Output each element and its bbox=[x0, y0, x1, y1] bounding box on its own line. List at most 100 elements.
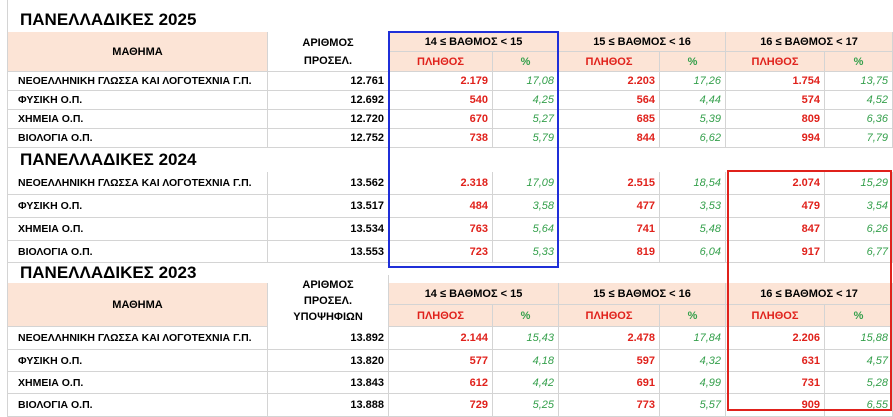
count-cell: 723 bbox=[389, 241, 493, 263]
percent-cell: 17,26 bbox=[660, 72, 726, 91]
subject-cell: ΒΙΟΛΟΓΙΑ Ο.Π. bbox=[8, 241, 268, 263]
percent-cell: 4,18 bbox=[493, 350, 559, 372]
percent-cell: 7,79 bbox=[825, 129, 893, 148]
count-cell: 1.754 bbox=[726, 72, 825, 91]
subject-cell: ΦΥΣΙΚΗ Ο.Π. bbox=[8, 91, 268, 110]
percent-cell: 5,27 bbox=[493, 110, 559, 129]
table-row: ΝΕΟΕΛΛΗΝΙΚΗ ΓΛΩΣΣΑ ΚΑΙ ΛΟΓΟΤΕΧΝΙΑ Γ.Π. 1… bbox=[0, 172, 893, 195]
subject-cell: ΝΕΟΕΛΛΗΝΙΚΗ ΓΛΩΣΣΑ ΚΑΙ ΛΟΓΟΤΕΧΝΙΑ Γ.Π. bbox=[8, 72, 268, 91]
header-range-16-17: 16 ≤ ΒΑΘΜΟΣ < 17 bbox=[726, 32, 893, 52]
total-cell: 12.761 bbox=[268, 72, 389, 91]
percent-cell: 13,75 bbox=[825, 72, 893, 91]
total-cell: 13.517 bbox=[268, 195, 389, 218]
count-cell: 909 bbox=[726, 394, 825, 417]
count-cell: 741 bbox=[559, 218, 660, 241]
count-cell: 2.203 bbox=[559, 72, 660, 91]
header-count-line3: ΥΠΟΨΗΦΙΩΝ bbox=[293, 311, 363, 323]
percent-cell: 4,32 bbox=[660, 350, 726, 372]
subject-cell: ΧΗΜΕΙΑ Ο.Π. bbox=[8, 110, 268, 129]
percent-cell: 3,54 bbox=[825, 195, 893, 218]
subject-cell: ΝΕΟΕΛΛΗΝΙΚΗ ΓΛΩΣΣΑ ΚΑΙ ΛΟΓΟΤΕΧΝΙΑ Γ.Π. bbox=[8, 327, 268, 350]
header-2025: ΜΑΘΗΜΑ ΑΡΙΘΜΟΣ ΠΡΟΣΕΛ. bbox=[0, 32, 893, 72]
title-row-2023: ΠΑΝΕΛΛΑΔΙΚΕΣ 2023 bbox=[0, 263, 893, 283]
count-cell: 484 bbox=[389, 195, 493, 218]
percent-cell: 17,09 bbox=[493, 172, 559, 195]
percent-cell: 6,62 bbox=[660, 129, 726, 148]
percent-cell: 5,48 bbox=[660, 218, 726, 241]
subject-cell: ΒΙΟΛΟΓΙΑ Ο.Π. bbox=[8, 129, 268, 148]
count-cell: 540 bbox=[389, 91, 493, 110]
count-cell: 577 bbox=[389, 350, 493, 372]
section-title-2025: ΠΑΝΕΛΛΑΔΙΚΕΣ 2025 bbox=[20, 10, 197, 29]
table-row: ΝΕΟΕΛΛΗΝΙΚΗ ΓΛΩΣΣΑ ΚΑΙ ΛΟΓΟΤΕΧΝΙΑ Γ.Π. 1… bbox=[0, 327, 893, 350]
total-cell: 12.752 bbox=[268, 129, 389, 148]
percent-cell: 5,64 bbox=[493, 218, 559, 241]
count-cell: 844 bbox=[559, 129, 660, 148]
header-count-line1: ΑΡΙΘΜΟΣ bbox=[302, 36, 354, 49]
header-plithos: ΠΛΗΘΟΣ bbox=[726, 305, 825, 327]
percent-cell: 5,28 bbox=[825, 372, 893, 394]
count-cell: 773 bbox=[559, 394, 660, 417]
percent-cell: 4,57 bbox=[825, 350, 893, 372]
header-plithos: ΠΛΗΘΟΣ bbox=[726, 52, 825, 72]
total-cell: 13.562 bbox=[268, 172, 389, 195]
percent-cell: 5,39 bbox=[660, 110, 726, 129]
percent-cell: 6,04 bbox=[660, 241, 726, 263]
count-cell: 564 bbox=[559, 91, 660, 110]
count-cell: 917 bbox=[726, 241, 825, 263]
total-cell: 13.892 bbox=[268, 327, 389, 350]
table-row: ΝΕΟΕΛΛΗΝΙΚΗ ΓΛΩΣΣΑ ΚΑΙ ΛΟΓΟΤΕΧΝΙΑ Γ.Π. 1… bbox=[0, 72, 893, 91]
count-cell: 2.206 bbox=[726, 327, 825, 350]
count-cell: 2.478 bbox=[559, 327, 660, 350]
count-cell: 763 bbox=[389, 218, 493, 241]
total-cell: 12.692 bbox=[268, 91, 389, 110]
header-sub-2025: ΠΛΗΘΟΣ % ΠΛΗΘΟΣ % ΠΛΗΘΟΣ % bbox=[0, 52, 893, 72]
count-cell: 477 bbox=[559, 195, 660, 218]
percent-cell: 6,36 bbox=[825, 110, 893, 129]
header-range-16-17: 16 ≤ ΒΑΘΜΟΣ < 17 bbox=[726, 283, 893, 305]
subject-cell: ΧΗΜΕΙΑ Ο.Π. bbox=[8, 218, 268, 241]
header-range-14-15: 14 ≤ ΒΑΘΜΟΣ < 15 bbox=[389, 283, 559, 305]
header-percent: % bbox=[493, 305, 559, 327]
header-ranges-2025: 14 ≤ ΒΑΘΜΟΣ < 15 15 ≤ ΒΑΘΜΟΣ < 16 16 ≤ Β… bbox=[0, 32, 893, 52]
header-candidates-2023: ΑΡΙΘΜΟΣ ΠΡΟΣΕΛ. ΥΠΟΨΗΦΙΩΝ bbox=[0, 275, 893, 327]
subject-cell: ΝΕΟΕΛΛΗΝΙΚΗ ΓΛΩΣΣΑ ΚΑΙ ΛΟΓΟΤΕΧΝΙΑ Γ.Π. bbox=[8, 172, 268, 195]
header-count-line2: ΠΡΟΣΕΛ. bbox=[303, 295, 353, 307]
section-title-2024: ΠΑΝΕΛΛΑΔΙΚΕΣ 2024 bbox=[20, 150, 197, 169]
count-cell: 809 bbox=[726, 110, 825, 129]
header-plithos: ΠΛΗΘΟΣ bbox=[389, 305, 493, 327]
count-cell: 2.515 bbox=[559, 172, 660, 195]
header-range-14-15: 14 ≤ ΒΑΘΜΟΣ < 15 bbox=[389, 32, 559, 52]
subject-cell: ΦΥΣΙΚΗ Ο.Π. bbox=[8, 195, 268, 218]
percent-cell: 6,26 bbox=[825, 218, 893, 241]
count-cell: 631 bbox=[726, 350, 825, 372]
table-row: ΧΗΜΕΙΑ Ο.Π. 13.843 612 4,42 691 4,99 731… bbox=[0, 372, 893, 394]
count-cell: 2.144 bbox=[389, 327, 493, 350]
percent-cell: 15,29 bbox=[825, 172, 893, 195]
header-percent: % bbox=[825, 52, 893, 72]
header-count-line1: ΑΡΙΘΜΟΣ bbox=[302, 279, 354, 291]
percent-cell: 3,58 bbox=[493, 195, 559, 218]
total-cell: 13.888 bbox=[268, 394, 389, 417]
header-count-line2: ΠΡΟΣΕΛ. bbox=[303, 54, 353, 67]
percent-cell: 5,25 bbox=[493, 394, 559, 417]
percent-cell: 17,84 bbox=[660, 327, 726, 350]
header-plithos: ΠΛΗΘΟΣ bbox=[559, 305, 660, 327]
header-sub-2023: ΠΛΗΘΟΣ % ΠΛΗΘΟΣ % ΠΛΗΘΟΣ % bbox=[0, 305, 893, 327]
count-cell: 847 bbox=[726, 218, 825, 241]
count-cell: 738 bbox=[389, 129, 493, 148]
subject-cell: ΒΙΟΛΟΓΙΑ Ο.Π. bbox=[8, 394, 268, 417]
title-row-2025: ΠΑΝΕΛΛΑΔΙΚΕΣ 2025 bbox=[0, 8, 893, 32]
total-cell: 13.553 bbox=[268, 241, 389, 263]
count-cell: 2.318 bbox=[389, 172, 493, 195]
count-cell: 729 bbox=[389, 394, 493, 417]
percent-cell: 18,54 bbox=[660, 172, 726, 195]
table-row: ΒΙΟΛΟΓΙΑ Ο.Π. 13.888 729 5,25 773 5,57 9… bbox=[0, 394, 893, 417]
header-subject: ΜΑΘΗΜΑ bbox=[8, 283, 268, 327]
count-cell: 597 bbox=[559, 350, 660, 372]
header-range-15-16: 15 ≤ ΒΑΘΜΟΣ < 16 bbox=[559, 32, 726, 52]
table-row: ΧΗΜΕΙΑ Ο.Π. 13.534 763 5,64 741 5,48 847… bbox=[0, 218, 893, 241]
header-range-15-16: 15 ≤ ΒΑΘΜΟΣ < 16 bbox=[559, 283, 726, 305]
header-percent: % bbox=[660, 52, 726, 72]
